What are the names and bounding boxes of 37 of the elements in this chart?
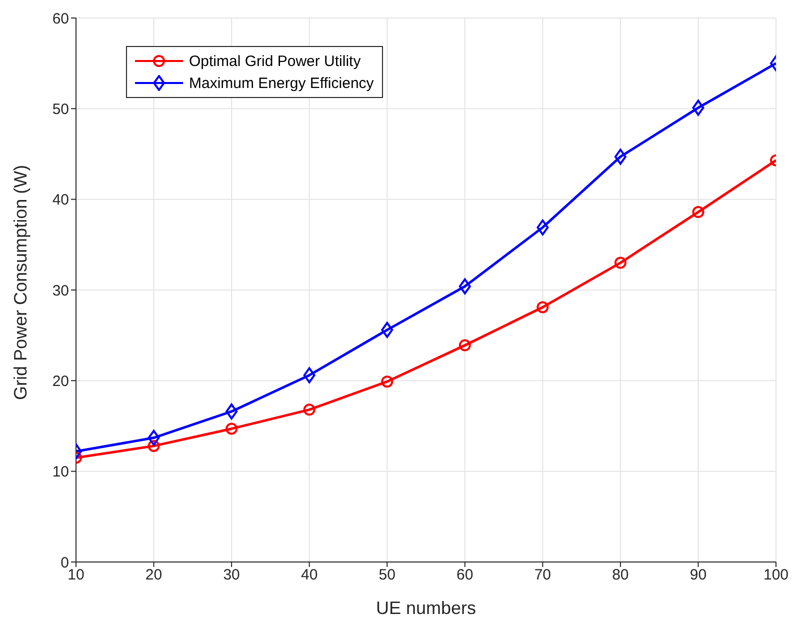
point [614, 148, 626, 165]
x-tick-label: 100 [763, 566, 789, 584]
x-tick-label: 20 [145, 566, 162, 584]
y-tick-label: 40 [52, 192, 69, 209]
point [148, 440, 160, 452]
y-tick-label: 10 [52, 464, 69, 481]
legend-label: Optimal Grid Power Utility [189, 52, 361, 70]
point [614, 256, 626, 269]
x-axis-title: UE numbers [376, 598, 476, 618]
y-tick-label: 0 [60, 554, 69, 572]
legend-label: Maximum Energy Efficiency [189, 74, 374, 92]
point [226, 403, 238, 420]
x-tick-label: 30 [223, 566, 240, 584]
point [381, 322, 394, 338]
point [226, 422, 238, 435]
x-tick-label: 70 [534, 566, 552, 584]
point [692, 100, 704, 116]
point [458, 278, 471, 294]
y-axis-title: Grid Power Consumption (W) [10, 164, 30, 400]
x-tick-label: 60 [456, 566, 474, 584]
y-tick-label: 30 [52, 282, 69, 300]
point [458, 339, 471, 352]
x-tick-label: 80 [612, 566, 629, 584]
point [303, 404, 316, 416]
point [303, 367, 316, 384]
y-tick-label: 60 [52, 10, 69, 28]
x-tick-label: 90 [690, 566, 707, 584]
x-tick-label: 40 [300, 566, 318, 584]
point [692, 206, 704, 218]
point [536, 301, 549, 314]
y-tick-label: 20 [52, 372, 69, 390]
y-tick-label: 50 [52, 100, 69, 118]
point [536, 219, 549, 236]
x-tick-label: 10 [68, 566, 84, 584]
point [148, 430, 160, 446]
x-tick-label: 50 [378, 566, 396, 584]
point [381, 376, 394, 388]
